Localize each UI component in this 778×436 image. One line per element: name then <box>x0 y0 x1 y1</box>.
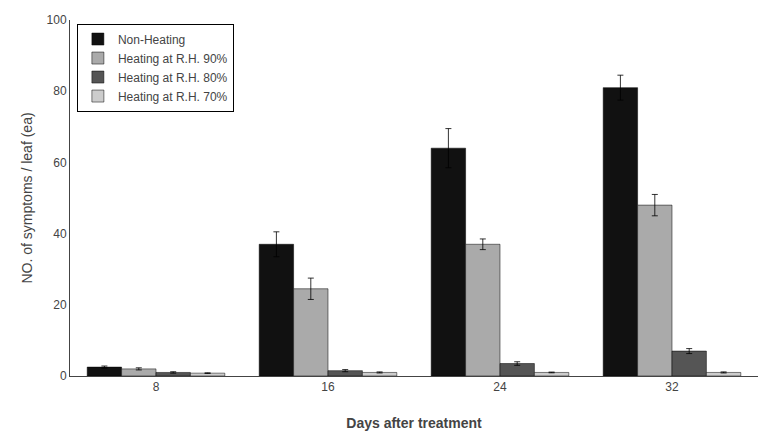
svg-text:Heating at R.H. 90%: Heating at R.H. 90% <box>118 52 228 66</box>
svg-text:Days after treatment: Days after treatment <box>346 415 482 431</box>
svg-text:24: 24 <box>493 380 507 394</box>
svg-text:Heating at R.H. 70%: Heating at R.H. 70% <box>118 90 228 104</box>
svg-text:32: 32 <box>665 380 679 394</box>
svg-text:80: 80 <box>53 84 67 98</box>
svg-text:40: 40 <box>53 227 67 241</box>
svg-text:8: 8 <box>153 380 160 394</box>
svg-text:0: 0 <box>60 369 67 383</box>
svg-text:20: 20 <box>53 298 67 312</box>
svg-text:16: 16 <box>321 380 335 394</box>
svg-text:100: 100 <box>47 13 67 27</box>
svg-text:60: 60 <box>53 156 67 170</box>
svg-text:Non-Heating: Non-Heating <box>118 33 185 47</box>
svg-text:NO. of symptoms / leaf (ea): NO. of symptoms / leaf (ea) <box>19 112 35 283</box>
svg-text:Heating at R.H. 80%: Heating at R.H. 80% <box>118 71 228 85</box>
